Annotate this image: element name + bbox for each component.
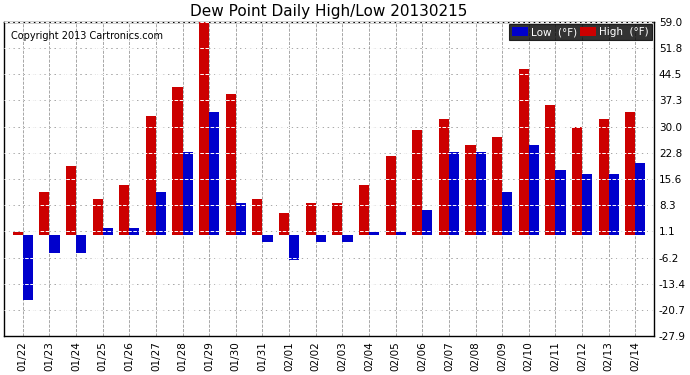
Bar xyxy=(92,199,103,235)
Bar xyxy=(183,152,193,235)
Bar xyxy=(253,199,262,235)
Bar xyxy=(172,87,183,235)
Bar xyxy=(466,145,475,235)
Bar xyxy=(599,119,609,235)
Bar xyxy=(555,170,566,235)
Legend: Low  (°F), High  (°F): Low (°F), High (°F) xyxy=(509,24,652,40)
Bar xyxy=(582,174,592,235)
Bar xyxy=(635,163,645,235)
Bar xyxy=(359,184,369,235)
Bar xyxy=(226,94,236,235)
Bar xyxy=(395,231,406,235)
Bar xyxy=(342,235,353,242)
Bar xyxy=(449,152,459,235)
Bar xyxy=(422,210,433,235)
Bar xyxy=(199,22,209,235)
Bar xyxy=(609,174,619,235)
Bar xyxy=(386,156,395,235)
Bar xyxy=(279,213,289,235)
Bar xyxy=(572,127,582,235)
Bar xyxy=(50,235,59,253)
Bar xyxy=(39,192,50,235)
Bar xyxy=(625,112,635,235)
Bar xyxy=(119,184,129,235)
Bar xyxy=(262,235,273,242)
Bar xyxy=(156,192,166,235)
Bar xyxy=(66,166,76,235)
Bar xyxy=(439,119,449,235)
Bar xyxy=(23,235,33,300)
Bar xyxy=(76,235,86,253)
Bar xyxy=(545,105,555,235)
Bar xyxy=(412,130,422,235)
Bar xyxy=(306,202,316,235)
Bar xyxy=(529,145,539,235)
Bar xyxy=(289,235,299,261)
Bar xyxy=(12,231,23,235)
Bar xyxy=(502,192,512,235)
Bar xyxy=(333,202,342,235)
Bar xyxy=(236,202,246,235)
Bar xyxy=(475,152,486,235)
Bar xyxy=(209,112,219,235)
Bar xyxy=(146,116,156,235)
Bar xyxy=(103,228,113,235)
Bar xyxy=(492,138,502,235)
Bar xyxy=(519,69,529,235)
Title: Dew Point Daily High/Low 20130215: Dew Point Daily High/Low 20130215 xyxy=(190,4,468,19)
Bar xyxy=(316,235,326,242)
Text: Copyright 2013 Cartronics.com: Copyright 2013 Cartronics.com xyxy=(10,31,163,41)
Bar xyxy=(369,231,379,235)
Bar xyxy=(129,228,139,235)
